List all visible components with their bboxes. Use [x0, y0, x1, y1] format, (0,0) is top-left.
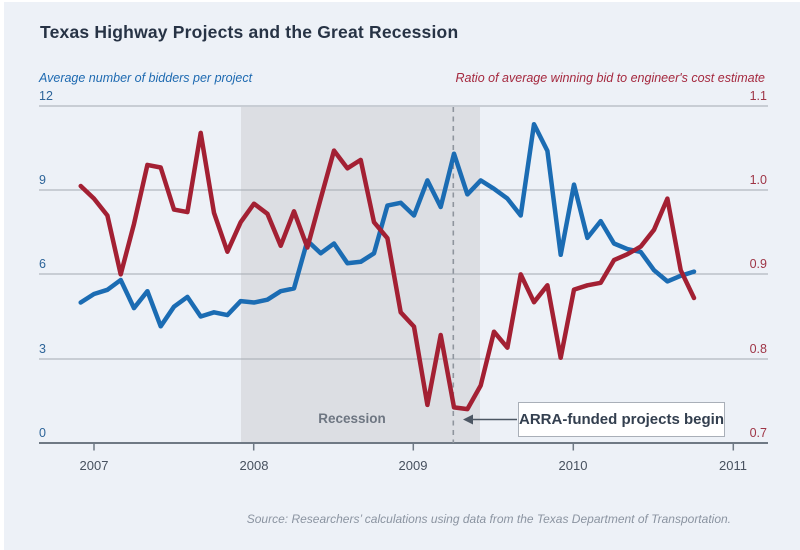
arra-annotation-text: ARRA-funded projects begin — [519, 411, 724, 428]
recession-label: Recession — [318, 411, 386, 426]
year-label-2009: 2009 — [398, 458, 428, 473]
chart-title: Texas Highway Projects and the Great Rec… — [40, 22, 459, 42]
right-tick-0-8: 0.8 — [749, 342, 767, 356]
bidders-line — [78, 121, 697, 329]
left-tick-12: 12 — [39, 89, 53, 103]
page-edge-left — [0, 0, 4, 550]
left-tick-3: 3 — [39, 342, 46, 356]
recession-band — [241, 107, 480, 443]
right-tick-1-0: 1.0 — [749, 173, 767, 187]
left-tick-6: 6 — [39, 257, 46, 271]
year-label-2010: 2010 — [558, 458, 588, 473]
year-label-2011: 2011 — [719, 458, 747, 473]
right-tick-0-9: 0.9 — [749, 257, 767, 271]
page-edge-top — [0, 0, 800, 2]
gridlines — [39, 105, 768, 360]
right-tick-0-7: 0.7 — [749, 426, 767, 440]
left-tick-9: 9 — [39, 173, 46, 187]
source-note: Source: Researchers’ calculations using … — [246, 512, 731, 526]
arra-annotation-box: ARRA-funded projects begin — [518, 402, 725, 437]
right-axis-title: Ratio of average winning bid to engineer… — [455, 71, 765, 85]
left-axis-title: Average number of bidders per project — [39, 71, 253, 85]
x-axis-ticks — [93, 443, 735, 451]
annotation-arrow — [463, 414, 517, 425]
right-tick-1-1: 1.1 — [749, 89, 767, 103]
bid-ratio-line — [78, 130, 697, 412]
year-label-2007: 2007 — [79, 458, 109, 473]
left-tick-0: 0 — [39, 426, 46, 440]
year-label-2008: 2008 — [239, 458, 269, 473]
